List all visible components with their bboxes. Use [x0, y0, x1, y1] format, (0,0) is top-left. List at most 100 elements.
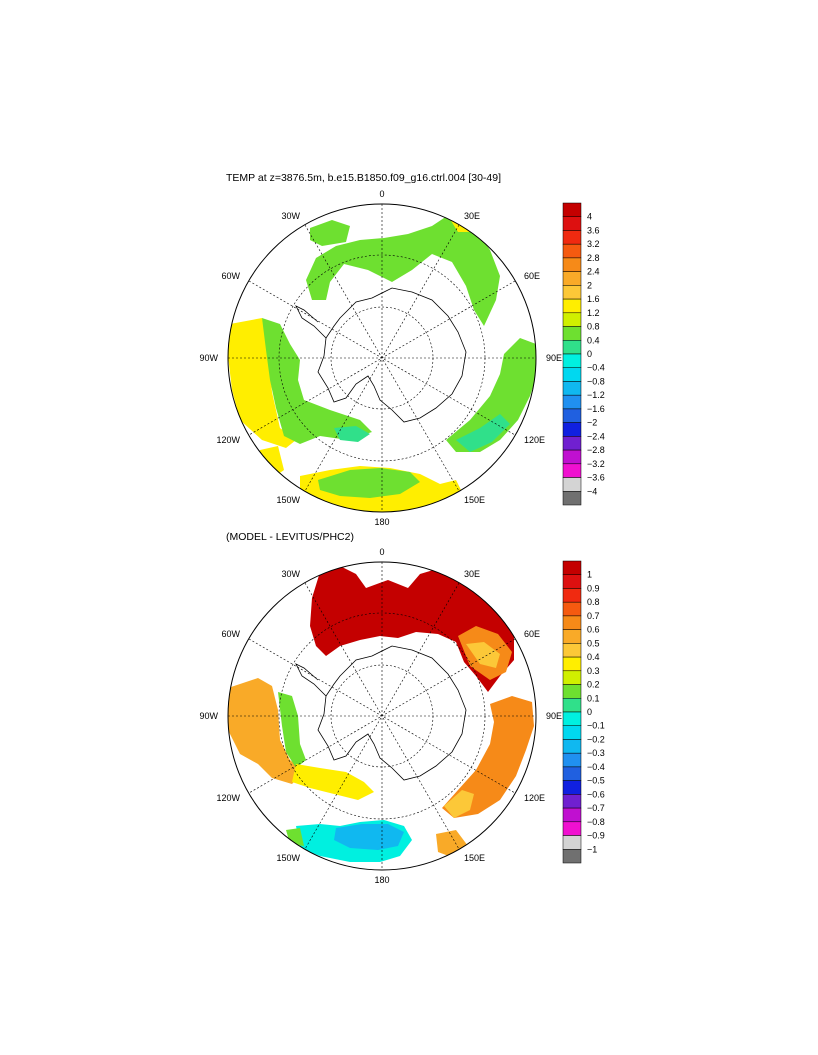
- map2-region-pacific-green: [278, 692, 306, 768]
- map1-colorbar-label: −0.8: [587, 377, 605, 387]
- map2-colorbar-label: −0.3: [587, 748, 605, 758]
- map2-lon-label: 120W: [216, 793, 240, 803]
- map1-lon-label: 60W: [221, 271, 240, 281]
- map2-colorbar-box: [562, 752, 582, 768]
- map1-colorbar-label: −2: [587, 418, 597, 428]
- map1-colorbar-box: [562, 340, 582, 355]
- map1-colorbar-box: [562, 230, 582, 245]
- map2-lon-label: 60W: [221, 629, 240, 639]
- map1-colorbar-label: 0.8: [587, 322, 600, 332]
- map2-lon-label: 90E: [546, 711, 562, 721]
- map2-frame: [227, 561, 537, 871]
- map1-region-weddell-patch: [310, 220, 350, 246]
- map2-colorbar-box: [562, 615, 582, 630]
- map1-colorbar-box: [562, 367, 582, 382]
- map2-colorbar-label: 0.3: [587, 666, 600, 676]
- map1-lon-label: 0: [379, 189, 384, 199]
- map2-colorbar-box: [562, 807, 582, 823]
- map1-region-southwest: [258, 446, 284, 480]
- map2-colorbar-label: −0.5: [587, 776, 605, 786]
- map1-colorbar-box: [562, 449, 582, 465]
- map2-colorbar-label: −0.1: [587, 721, 605, 731]
- map2-colorbar-box: [562, 656, 582, 672]
- map2-colorbar-box: [562, 835, 582, 850]
- map2-antarctica-coast: [317, 645, 467, 781]
- map2-colorbar-label: −0.6: [587, 789, 605, 799]
- map2-colorbar-label: 0.8: [587, 597, 600, 607]
- map2-colorbar: 1 0.9 0.8 0.7 0.6 0.5 0.4 0.3 0.2 0.1 0 −0.1 −0.2 −0.…: [562, 560, 605, 864]
- map2-colorbar-label: −0.2: [587, 735, 605, 745]
- map1-lon-label: 90W: [199, 353, 218, 363]
- map1-colorbar-label: 2.8: [587, 253, 600, 263]
- map2-lon-label: 30W: [281, 569, 300, 579]
- map2-colorbar-label: −0.4: [587, 762, 605, 772]
- map2-lon-label: 120E: [524, 793, 545, 803]
- map2: [227, 561, 537, 871]
- map1-colorbar: 4 3.6 3.2 2.8 2.4 2 1.6 1.2 0.8 0.4 0 −0.4 −0.8 −1.2 −…: [562, 202, 605, 506]
- map2-field: [228, 566, 534, 862]
- map1: [227, 203, 537, 513]
- map2-colorbar-box: [562, 725, 582, 740]
- map2-colorbar-box: [562, 794, 582, 809]
- map2-colorbar-box: [562, 849, 582, 864]
- map1-region-indian-front: [456, 414, 510, 452]
- map1-colorbar-box: [562, 285, 582, 300]
- map2-colorbar-label: −1: [587, 844, 597, 854]
- map2-longitude-labels: 0 30E 60E 90E 120E 150E 180 150W 120W 90W 60W 30W: [199, 547, 562, 885]
- map2-lon-label: 150E: [464, 853, 485, 863]
- map2-region-pacific-yellow: [292, 764, 374, 800]
- map2-colorbar-box: [562, 698, 582, 713]
- map1-colorbar-box: [562, 422, 582, 437]
- map2-colorbar-box: [562, 821, 582, 836]
- map2-colorbar-box: [562, 766, 582, 781]
- map2-region-indian-yellow: [444, 790, 474, 818]
- map2-region-ne-yellow: [466, 642, 500, 668]
- map1-lon-label: 90E: [546, 353, 562, 363]
- map2-region-indian: [442, 696, 534, 818]
- map2-colorbar-box: [562, 601, 582, 617]
- map1-lon-label: 150E: [464, 495, 485, 505]
- map2-lon-label: 60E: [524, 629, 540, 639]
- map2-colorbar-label: 0.5: [587, 638, 600, 648]
- map1-graticule: [228, 204, 536, 512]
- map2-colorbar-label: 0.4: [587, 652, 600, 662]
- map2-colorbar-box: [562, 560, 582, 575]
- map1-colorbar-label: −2.4: [587, 431, 605, 441]
- map2-lon-label: 150W: [276, 853, 300, 863]
- map2-colorbar-label: −0.8: [587, 817, 605, 827]
- map2-colorbar-box: [562, 780, 582, 795]
- map1-peninsula: [295, 305, 327, 339]
- map2-title: (MODEL - LEVITUS/PHC2): [226, 531, 354, 543]
- map1-colorbar-box: [562, 243, 582, 259]
- map1-colorbar-box: [562, 312, 582, 327]
- map1-antarctica-coast: [317, 287, 467, 423]
- map1-frame: [227, 203, 537, 513]
- map1-colorbar-box: [562, 394, 582, 410]
- map1-colorbar-label: −1.2: [587, 390, 605, 400]
- map2-colorbar-box: [562, 684, 582, 699]
- map1-colorbar-label: 1.2: [587, 308, 600, 318]
- map2-colorbar-label: −0.7: [587, 803, 605, 813]
- map1-longitude-labels: 0 30E 60E 90E 120E 150E 180 150W 120W 90W 60W 30W: [199, 189, 562, 527]
- map2-colorbar-label: 0: [587, 707, 592, 717]
- map1-colorbar-label: 1.6: [587, 294, 600, 304]
- map1-lon-label: 120E: [524, 435, 545, 445]
- map1-colorbar-box: [562, 216, 582, 231]
- map1-colorbar-box: [562, 257, 582, 272]
- map1-colorbar-label: −3.2: [587, 459, 605, 469]
- map2-region-weddell: [310, 566, 514, 692]
- map2-colorbar-box: [562, 588, 582, 603]
- map1-colorbar-label: −2.8: [587, 445, 605, 455]
- map1-lon-label: 150W: [276, 495, 300, 505]
- map1-colorbar-label: 0.4: [587, 335, 600, 345]
- map1-colorbar-label: 3.2: [587, 239, 600, 249]
- map1-colorbar-label: −1.6: [587, 404, 605, 414]
- map2-colorbar-label: 0.6: [587, 625, 600, 635]
- map1-colorbar-box: [562, 491, 582, 506]
- map2-colorbar-label: 0.2: [587, 680, 600, 690]
- map2-colorbar-label: 0.7: [587, 611, 600, 621]
- map2-colorbar-box: [562, 711, 582, 726]
- map2-colorbar-label: 1: [587, 570, 592, 580]
- map2-lon-label: 90W: [199, 711, 218, 721]
